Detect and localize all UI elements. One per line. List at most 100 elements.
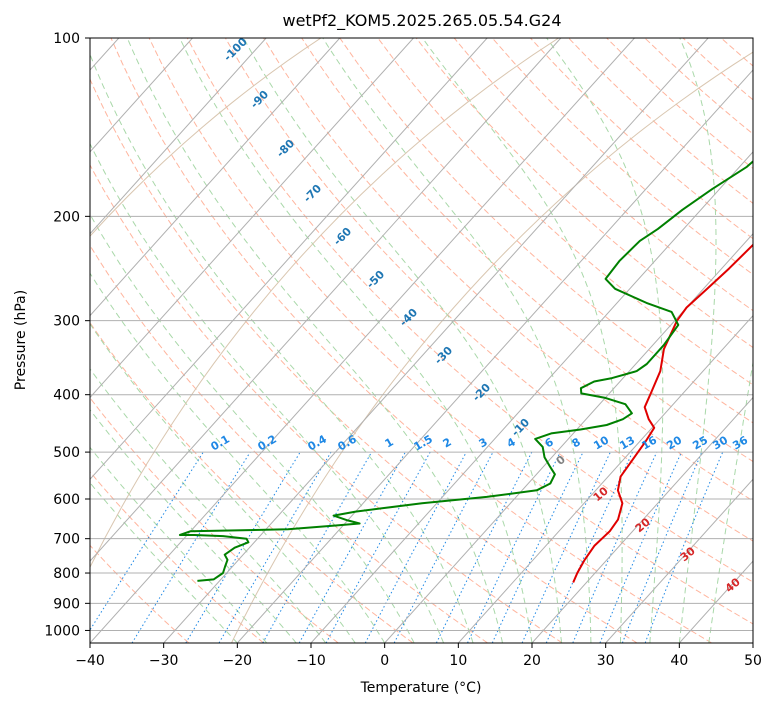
isotherm-line — [0, 38, 487, 643]
dry-adiabat-label: -20 — [470, 381, 493, 404]
dry-adiabat — [721, 38, 775, 643]
isotherm-line — [16, 38, 561, 643]
mixing-ratio-line — [600, 452, 682, 643]
dry-adiabat — [454, 38, 775, 643]
moist-adiabat-label: 0 — [554, 453, 568, 468]
isopleth-labels: -100-90-80-70-60-50-40-30-20-100.1 0.2 0.4… — [209, 35, 751, 595]
y-tick-label: 900 — [53, 596, 80, 612]
dry-adiabat — [0, 38, 488, 643]
mixing-ratio-label: 2 — [441, 435, 454, 450]
mixing-ratio-label: 0.4 — [306, 432, 330, 453]
plot-frame — [90, 38, 753, 643]
mixing-ratio-line — [573, 452, 657, 643]
x-axis-label: Temperature (°C) — [360, 680, 482, 696]
mixing-ratio-label: 6 — [543, 435, 556, 450]
y-tick-label: 1000 — [44, 623, 80, 639]
mixing-ratio-label: 1.5 — [412, 432, 435, 453]
mixing-ratio-line — [263, 452, 372, 643]
dry-adiabat-label: -80 — [274, 137, 297, 160]
temperature-line — [573, 38, 775, 583]
dry-adiabat — [645, 38, 775, 643]
moist-adiabat-label: 40 — [723, 575, 743, 595]
y-tick-label: 100 — [53, 31, 80, 47]
isotherm-line — [458, 38, 775, 643]
dry-adiabat-label: -50 — [364, 268, 387, 291]
y-tick-label: 600 — [53, 492, 80, 508]
x-tick-label: −20 — [223, 653, 253, 669]
mixing-ratio-label: 10 — [591, 433, 611, 452]
moist-adiabat — [709, 38, 775, 643]
y-tick-label: 200 — [53, 209, 80, 225]
dry-adiabat — [530, 38, 775, 643]
x-tick-label: −40 — [75, 653, 105, 669]
moist-adiabat — [244, 38, 562, 643]
mixing-ratio-label: 8 — [570, 435, 583, 450]
mixing-ratio-label: 25 — [690, 434, 710, 453]
y-tick-label: 800 — [53, 566, 80, 582]
moist-adiabat-label: 20 — [633, 515, 653, 535]
dry-adiabat — [378, 38, 775, 643]
dry-adiabat — [683, 38, 775, 643]
mixing-ratio-label: 13 — [617, 434, 637, 453]
mixing-ratio-label: 3 — [477, 435, 490, 450]
dry-adiabat-label: -60 — [331, 225, 354, 248]
isotherm-line — [0, 38, 266, 643]
moist-adiabat — [0, 38, 355, 643]
moist-adiabat — [547, 38, 663, 643]
mixing-ratio-line — [132, 452, 250, 643]
y-tick-label: 500 — [53, 445, 80, 461]
dry-adiabat — [416, 38, 775, 643]
mixing-ratio-line — [186, 452, 300, 643]
mixing-ratio-line — [468, 452, 561, 643]
sounding-series — [180, 38, 775, 583]
isotherm-line — [164, 38, 709, 643]
dry-adiabat — [0, 38, 413, 643]
mixing-ratio-label: 16 — [639, 433, 659, 452]
chart-title: wetPf2_KOM5.2025.265.05.54.G24 — [282, 11, 561, 31]
isotherm-line — [311, 38, 775, 643]
mixing-ratio-label: 1 — [383, 435, 396, 450]
mixing-ratio-label: 0.2 — [256, 432, 279, 453]
mixing-ratio-line — [326, 452, 430, 643]
mixing-ratio-label: 0.1 — [209, 432, 232, 453]
moist-adiabat-label: 30 — [678, 544, 698, 564]
moist-adiabat-label: 10 — [591, 484, 611, 504]
dry-adiabat — [0, 38, 263, 643]
mixing-ratio-label: 36 — [730, 433, 750, 452]
moist-adiabat — [0, 38, 296, 643]
dry-adiabat — [569, 38, 775, 643]
moist-adiabat — [0, 38, 326, 643]
x-tick-label: −10 — [296, 653, 326, 669]
x-tick-label: −30 — [149, 653, 179, 669]
isotherm-line — [532, 38, 775, 643]
y-tick-label: 300 — [53, 314, 80, 330]
y-axis-label: Pressure (hPa) — [13, 290, 29, 390]
dry-adiabat — [264, 38, 775, 643]
moist-adiabat — [127, 38, 502, 643]
y-tick-label: 700 — [53, 532, 80, 548]
dry-adiabat — [0, 38, 338, 643]
isotherm-line — [753, 38, 775, 643]
dry-adiabat-label: -70 — [301, 182, 324, 205]
dry-adiabat-label: -100 — [221, 35, 250, 64]
x-tick-label: 30 — [597, 653, 615, 669]
reference-arc — [39, 0, 664, 683]
plot-background — [0, 0, 775, 683]
dry-adiabat-label: -40 — [397, 306, 420, 329]
mixing-ratio-line — [365, 452, 466, 643]
x-tick-label: 10 — [449, 653, 467, 669]
x-tick-label: 20 — [523, 653, 541, 669]
isotherm-line — [385, 38, 775, 643]
mixing-ratio-label: 0.6 — [336, 432, 360, 453]
mixing-ratio-label: 20 — [664, 433, 684, 452]
y-tick-label: 400 — [53, 388, 80, 404]
moist-adiabat — [84, 38, 473, 643]
dry-adiabat-label: -30 — [432, 344, 455, 367]
x-tick-label: 0 — [380, 653, 389, 669]
dry-adiabat — [111, 38, 712, 643]
x-tick-label: 40 — [670, 653, 688, 669]
mixing-ratio-line — [492, 452, 583, 643]
x-tick-label: 50 — [744, 653, 762, 669]
moist-adiabat — [0, 38, 237, 643]
